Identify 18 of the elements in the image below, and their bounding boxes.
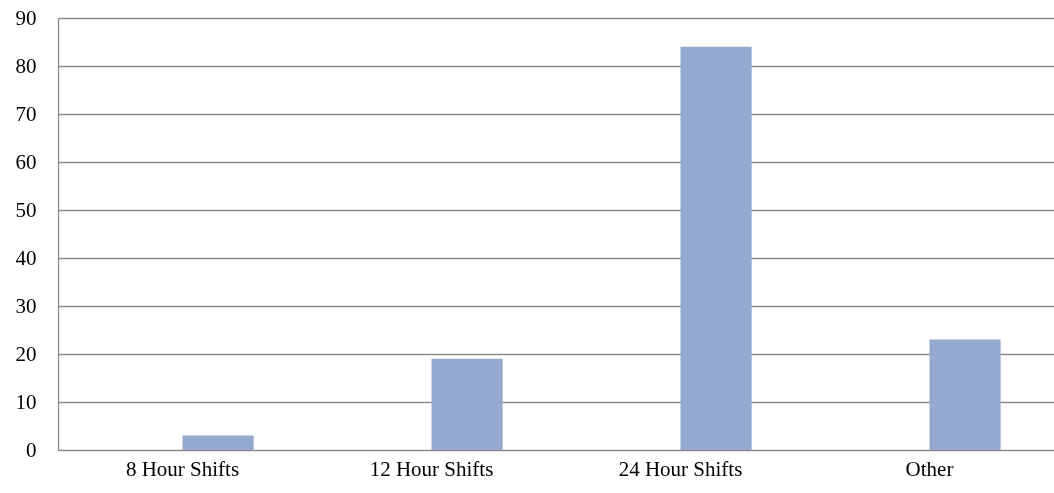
x-tick-label: 8 Hour Shifts: [125, 456, 240, 481]
y-tick-label: 0: [26, 437, 37, 462]
y-tick-label: 30: [15, 293, 37, 318]
y-tick-label: 90: [15, 5, 37, 30]
x-tick-label: Other: [905, 456, 954, 481]
y-tick-label: 70: [15, 101, 37, 126]
y-tick-label: 50: [15, 197, 37, 222]
y-tick-label: 40: [15, 245, 37, 270]
bar: [680, 46, 752, 450]
y-tick-label: 20: [15, 341, 37, 366]
x-tick-label: 12 Hour Shifts: [369, 456, 494, 481]
bar: [431, 358, 503, 450]
bar: [929, 339, 1001, 450]
y-tick-label: 80: [15, 53, 37, 78]
y-tick-label: 10: [15, 389, 37, 414]
x-tick-label: 24 Hour Shifts: [618, 456, 743, 481]
bar: [182, 435, 254, 450]
y-tick-label: 60: [15, 149, 37, 174]
